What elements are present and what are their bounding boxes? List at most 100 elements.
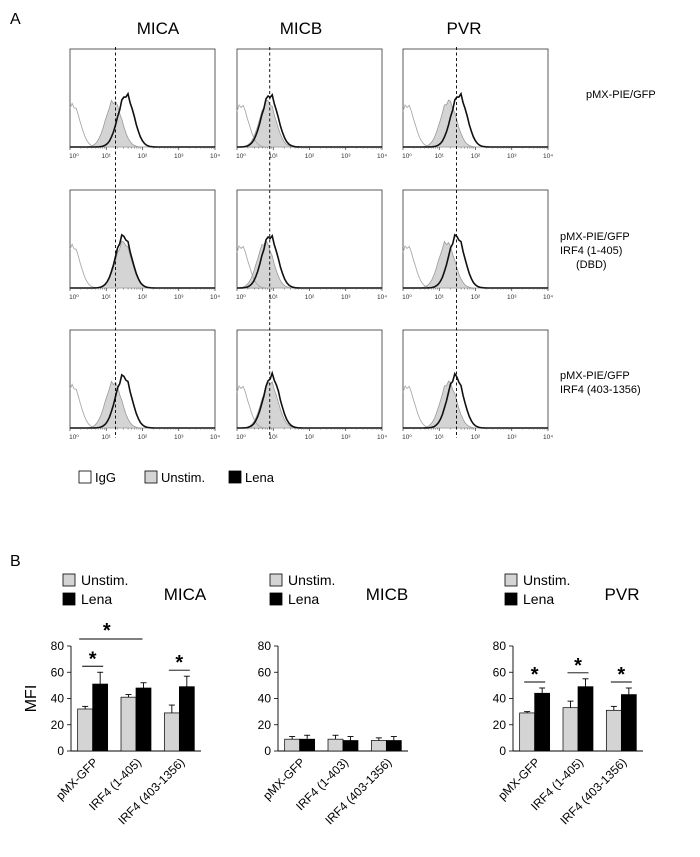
bar-mica-unstim bbox=[120, 696, 137, 752]
row-label-2-line-3: (DBD) bbox=[576, 259, 607, 271]
histogram-r1-pvr-tick-label: 10² bbox=[471, 153, 481, 160]
legend-label-mica-unstim: Unstim. bbox=[81, 572, 128, 588]
legend-label-pvr-unstim: Unstim. bbox=[523, 572, 570, 588]
histogram-r1-mica-tick-label: 10⁰ bbox=[69, 153, 79, 160]
legend-swatch-micb-lena bbox=[269, 592, 283, 606]
histogram-r1-mica-tick-label: 10³ bbox=[174, 153, 184, 160]
y-tick-label-mica: 80 bbox=[51, 639, 65, 653]
bar-mica-lena bbox=[92, 683, 109, 752]
histogram-r3-micb-tick-label: 10⁰ bbox=[236, 434, 246, 441]
legend-swatch-unstim bbox=[144, 470, 158, 484]
legend-label-unstim: Unstim. bbox=[161, 470, 205, 485]
histogram-r1-micb-tick-label: 10⁴ bbox=[377, 153, 387, 160]
row-label-3-line-2: IRF4 (403-1356) bbox=[560, 384, 641, 396]
bar-micb-unstim bbox=[284, 738, 301, 752]
y-tick-label-micb: 60 bbox=[258, 665, 272, 679]
histogram-r2-mica-lena-curve bbox=[70, 233, 215, 289]
histogram-r3-micb-tick-label: 10³ bbox=[341, 434, 351, 441]
histogram-r2-mica-frame bbox=[69, 189, 216, 289]
legend-label-mica-lena: Lena bbox=[81, 591, 112, 607]
histogram-r1-mica-tick-label: 10² bbox=[138, 153, 148, 160]
histogram-r1-micb-tick-label: 10¹ bbox=[269, 153, 279, 160]
bar-pvr-unstim bbox=[605, 709, 622, 752]
histogram-r3-micb-tick-label: 10¹ bbox=[269, 434, 279, 441]
row-label-3-line-1: pMX-PIE/GFP bbox=[560, 370, 630, 382]
histogram-r3-pvr-tick-label: 10² bbox=[471, 434, 481, 441]
panel-a: A MICA MICB PVR 10⁰ 10¹ 10² 10³ 10⁴ 10⁰ 10¹ 10²… bbox=[10, 11, 656, 485]
histogram-r1-pvr-tick-label: 10¹ bbox=[435, 153, 445, 160]
row-labels: pMX-PIE/GFP pMX-PIE/GFP IRF4 (1-405) (DB… bbox=[560, 89, 656, 396]
significance-star-mica: * bbox=[175, 652, 183, 674]
legend-swatch-mica-lena bbox=[62, 592, 76, 606]
histogram-r1-pvr-tick-label: 10⁰ bbox=[402, 153, 412, 160]
histogram-r2-pvr-tick-label: 10⁰ bbox=[402, 294, 412, 301]
histogram-r1-pvr-tick-label: 10³ bbox=[507, 153, 517, 160]
y-tick-label-micb: 20 bbox=[258, 718, 272, 732]
histogram-r2-pvr-lena-curve bbox=[403, 233, 548, 289]
y-tick-label-mica: 0 bbox=[57, 744, 64, 758]
bar-micb-lena bbox=[299, 738, 316, 752]
panel-a-legend: IgG Unstim. Lena bbox=[78, 470, 275, 485]
legend-swatch-igg bbox=[78, 470, 92, 484]
significance-star-pvr: * bbox=[531, 664, 539, 686]
bar-mica-lena bbox=[178, 686, 195, 752]
legend-label-pvr-lena: Lena bbox=[523, 591, 554, 607]
histogram-r3-pvr-frame bbox=[402, 329, 549, 429]
legend-swatch-mica-unstim bbox=[62, 573, 76, 587]
bar-micb-lena bbox=[342, 740, 359, 752]
row-label-2-line-1: pMX-PIE/GFP bbox=[560, 231, 630, 243]
histogram-r2-micb-tick-label: 10⁴ bbox=[377, 294, 387, 301]
histogram-r2-pvr-tick-label: 10² bbox=[471, 294, 481, 301]
panel-b-letter: B bbox=[10, 553, 21, 570]
histogram-r3-mica-tick-label: 10³ bbox=[174, 434, 184, 441]
histogram-r3-mica-tick-label: 10⁰ bbox=[69, 434, 79, 441]
histogram-r2-micb-tick-label: 10⁰ bbox=[236, 294, 246, 301]
histogram-r1-micb-tick-label: 10³ bbox=[341, 153, 351, 160]
bar-mica-unstim bbox=[77, 708, 94, 752]
histogram-r2-mica-tick-label: 10¹ bbox=[102, 294, 112, 301]
legend-swatch-lena bbox=[228, 470, 242, 484]
histogram-r3-mica-lena-curve bbox=[70, 373, 215, 429]
significance-star-pvr: * bbox=[574, 655, 582, 677]
legend-swatch-pvr-unstim bbox=[504, 573, 518, 587]
histogram-r3-pvr-lena-curve bbox=[403, 371, 548, 429]
legend-label-micb-unstim: Unstim. bbox=[288, 572, 335, 588]
row-label-1-line-1: pMX-PIE/GFP bbox=[586, 89, 656, 101]
histogram-r1-pvr-tick-label: 10⁴ bbox=[543, 153, 553, 160]
bar-pvr-lena bbox=[577, 686, 594, 752]
histogram-r3-micb-tick-label: 10² bbox=[305, 434, 315, 441]
histogram-r3-pvr-tick-label: 10³ bbox=[507, 434, 517, 441]
y-tick-label-mica: 60 bbox=[51, 665, 65, 679]
histogram-r3-pvr-tick-label: 10¹ bbox=[435, 434, 445, 441]
legend-label-lena: Lena bbox=[245, 470, 275, 485]
histogram-r1-mica-tick-label: 10¹ bbox=[102, 153, 112, 160]
y-tick-label-pvr: 80 bbox=[493, 639, 507, 653]
histogram-r3-mica-tick-label: 10² bbox=[138, 434, 148, 441]
histogram-r2-mica-tick-label: 10² bbox=[138, 294, 148, 301]
histogram-r3-micb-tick-label: 10⁴ bbox=[377, 434, 387, 441]
row-label-2-line-2: IRF4 (1-405) bbox=[560, 245, 622, 257]
significance-star-mica: * bbox=[103, 620, 111, 642]
legend-swatch-pvr-lena bbox=[504, 592, 518, 606]
bar-mica-lena bbox=[135, 687, 152, 752]
histogram-grid: 10⁰ 10¹ 10² 10³ 10⁴ 10⁰ 10¹ 10² 10³ 10⁴ 10⁰ 10¹ 10² 1… bbox=[69, 47, 553, 441]
histogram-r2-pvr-tick-label: 10⁴ bbox=[543, 294, 553, 301]
y-tick-label-pvr: 60 bbox=[493, 665, 507, 679]
histogram-r1-mica-lena-curve bbox=[70, 91, 215, 148]
y-axis-label-mica: MFI bbox=[23, 685, 40, 713]
bar-mica-unstim bbox=[163, 712, 180, 752]
significance-star-pvr: * bbox=[617, 664, 625, 686]
y-tick-label-micb: 80 bbox=[258, 639, 272, 653]
histogram-r2-pvr-tick-label: 10¹ bbox=[435, 294, 445, 301]
histogram-r1-pvr-frame bbox=[402, 48, 549, 148]
legend-label-micb-lena: Lena bbox=[288, 591, 319, 607]
panel-b: B Unstim.Lena MICA020406080MFIpMX-GFPIRF4… bbox=[10, 553, 643, 827]
histogram-r3-mica-frame bbox=[69, 329, 216, 429]
y-tick-label-micb: 0 bbox=[264, 744, 271, 758]
bar-micb-lena bbox=[385, 740, 402, 752]
